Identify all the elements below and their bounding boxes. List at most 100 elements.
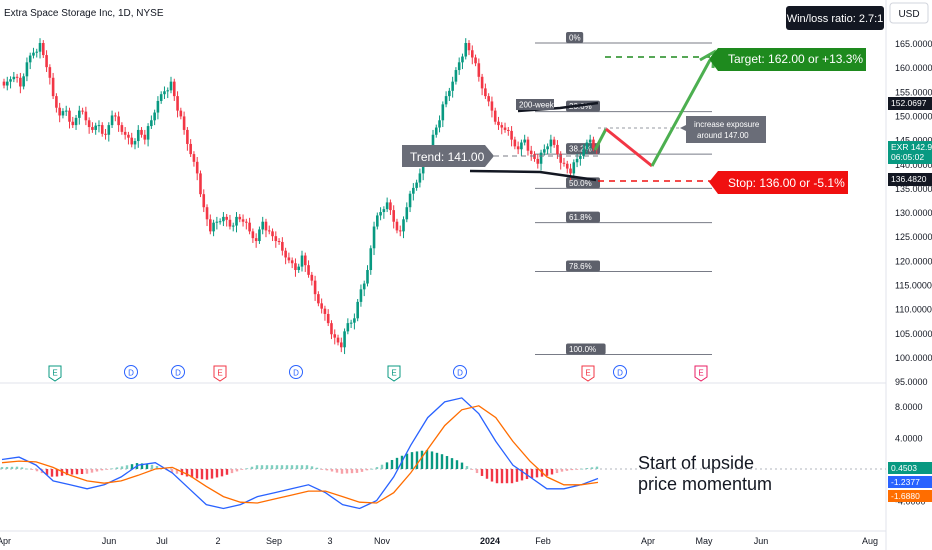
price-tick-label: 150.0000 <box>895 111 932 121</box>
macd-histogram-bar <box>65 469 69 476</box>
candle-body <box>222 216 225 222</box>
macd-histogram-bar <box>585 468 589 469</box>
candle-body <box>19 77 22 87</box>
candle-body <box>163 91 166 95</box>
earnings-event-marker[interactable] <box>48 365 62 382</box>
event-marker-label: D <box>617 369 623 378</box>
trend-callout[interactable] <box>402 145 494 167</box>
candle-body <box>189 143 192 155</box>
macd-histogram-bar <box>305 465 309 469</box>
macd-histogram-bar <box>335 469 339 473</box>
dividend-event-marker[interactable] <box>289 365 303 379</box>
macd-histogram-bar <box>0 467 4 469</box>
macd-histogram-bar <box>535 469 539 478</box>
candle-body <box>585 142 589 150</box>
candle-body <box>100 125 104 134</box>
candle-body <box>408 193 412 208</box>
macd-histogram-bar <box>595 466 599 469</box>
time-tick-label: Jun <box>754 536 769 546</box>
signal-value-badge <box>888 490 932 502</box>
candle-body <box>569 168 572 174</box>
candle-body <box>438 120 441 128</box>
candle-body <box>110 115 114 126</box>
ma-top-price-badge <box>888 97 932 110</box>
macd-histogram-bar <box>580 468 584 470</box>
macd-histogram-bar <box>260 465 264 469</box>
event-marker-label: D <box>128 369 134 378</box>
candle-body <box>35 51 39 53</box>
price-axis[interactable]: 165.0000 160.0000 155.0000 150.0000 145.0000… <box>895 39 932 387</box>
price-tick-label: 155.0000 <box>895 87 932 97</box>
currency-button[interactable]: USD <box>889 2 929 24</box>
earnings-event-marker[interactable] <box>387 365 401 382</box>
dividend-event-marker[interactable] <box>124 365 138 379</box>
candlestick-series <box>2 38 599 355</box>
last-price-badge <box>888 141 932 164</box>
dividend-event-marker[interactable] <box>171 365 185 379</box>
price-badges: 152.0697 EXR 142.950006:05:02 136.4820 0.45… <box>888 97 932 502</box>
candle-body <box>22 76 25 87</box>
symbol-title[interactable]: Extra Space Storage Inc, 1D, NYSE <box>4 8 164 19</box>
candle-body <box>61 111 65 116</box>
macd-histogram-bar <box>100 469 104 471</box>
macd-histogram-bar <box>230 469 234 474</box>
earnings-event-marker[interactable] <box>694 365 708 382</box>
macd-histogram-bar <box>420 450 424 469</box>
dividend-event-marker[interactable] <box>453 365 467 379</box>
macd-histogram-bar <box>375 467 379 469</box>
candle-body <box>441 104 445 121</box>
macd-histogram-bar <box>385 462 389 469</box>
candle-body <box>490 101 494 111</box>
fibonacci-retracement[interactable]: 0% 23.6% 38.2% 50.0% 61.8% 78.6% 100.0% <box>535 32 712 356</box>
ma-bottom-price-badge <box>888 173 932 186</box>
macd-histogram-bar <box>115 467 119 469</box>
earnings-event-marker[interactable] <box>581 365 595 382</box>
exposure-label-1: increase exposure <box>694 120 760 129</box>
annotations[interactable]: Trend: 141.00 Target: 162.00 or +13.3% Sto… <box>402 48 866 494</box>
moving-average-200-week[interactable]: 200-week <box>469 99 599 182</box>
target-callout[interactable] <box>709 48 866 71</box>
candle-body <box>520 142 523 150</box>
projection-path[interactable] <box>485 49 716 182</box>
candle-body <box>209 219 212 232</box>
macd-histogram-bar <box>360 469 364 472</box>
candle-body <box>582 149 585 157</box>
time-axis[interactable]: Apr Jun Jul 2 Sep 3 Nov 2024 Feb Apr May Jun Aug <box>0 536 878 546</box>
macd-histogram-bar <box>235 469 239 472</box>
stop-callout[interactable] <box>709 171 848 194</box>
candle-body <box>467 43 471 51</box>
candle-body <box>497 121 500 126</box>
candle-body <box>284 250 287 258</box>
macd-histogram-bar <box>465 466 469 469</box>
candle-body <box>353 318 356 323</box>
candle-body <box>25 62 29 77</box>
time-tick-label: 3 <box>327 536 332 546</box>
exposure-label-2: around 147.00 <box>697 131 749 140</box>
candle-body <box>153 112 156 121</box>
time-tick-label: Apr <box>0 536 11 546</box>
macd-histogram-bar <box>70 469 74 475</box>
macd-histogram-bar <box>455 460 459 469</box>
fib-level-badge <box>566 260 600 272</box>
dividend-event-marker[interactable] <box>613 365 627 379</box>
macd-value-badge-text: -1.2377 <box>891 477 920 487</box>
macd-histogram-bar <box>425 450 429 469</box>
event-marker-label: D <box>293 369 299 378</box>
macd-histogram-bar <box>50 469 54 477</box>
last-price-badge-text: 06:05:02 <box>891 152 924 162</box>
exposure-callout[interactable] <box>680 116 766 143</box>
price-tick-label: 100.0000 <box>895 353 932 363</box>
candle-body <box>127 134 130 138</box>
candle-body <box>477 63 481 77</box>
candle-body <box>343 331 346 348</box>
candle-body <box>195 161 199 174</box>
candle-body <box>480 76 484 89</box>
candle-body <box>323 308 327 314</box>
earnings-event-marker[interactable] <box>213 365 227 382</box>
fib-level-label: 23.6% <box>569 102 592 111</box>
price-tick-label: 140.0000 <box>895 160 932 170</box>
candle-body <box>546 146 549 150</box>
